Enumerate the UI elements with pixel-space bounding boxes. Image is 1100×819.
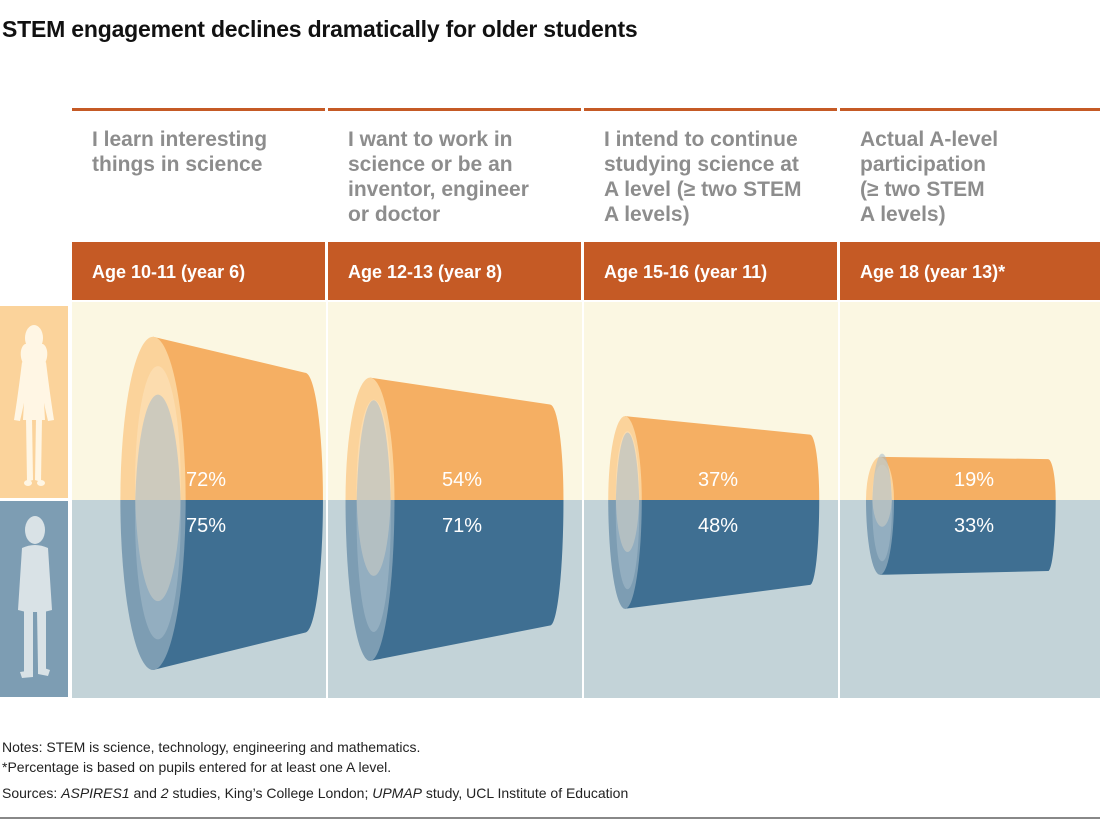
value-label-boys-3: 48%	[698, 515, 738, 537]
value-label-boys-4: 33%	[954, 515, 994, 537]
column-heading-4: Actual A-level participation (≥ two STEM A …	[860, 128, 998, 226]
value-label-girls-4: 19%	[954, 469, 994, 491]
cone-boys-1	[153, 500, 323, 670]
female-figure-icon	[14, 325, 54, 486]
value-label-girls-3: 37%	[698, 469, 738, 491]
value-label-boys-1: 75%	[186, 515, 226, 537]
sources-upmap: UPMAP	[372, 785, 423, 801]
sources-and: and	[129, 785, 161, 801]
age-label-2: Age 12-13 (year 8)	[348, 262, 502, 282]
cone-boys-4	[880, 500, 1056, 575]
cone-highlight-boys-3	[615, 432, 640, 590]
heading-line: A levels)	[860, 203, 946, 226]
chart-title: STEM engagement declines dramatically fo…	[2, 16, 638, 42]
bottom-rule	[0, 817, 1100, 819]
cone-highlight-boys-2	[356, 400, 391, 632]
sources-aspires-2: 2	[160, 785, 169, 801]
male-figure-icon	[18, 516, 52, 678]
heading-line: I intend to continue	[604, 128, 798, 151]
age-header-1	[72, 242, 325, 300]
column-heading-2: I want to work in science or be an invento…	[348, 128, 529, 226]
top-rule-1	[72, 108, 325, 111]
sources-prefix: Sources:	[2, 785, 62, 801]
notes-line-1: Notes: STEM is science, technology, engi…	[2, 739, 421, 755]
cone-girls-2	[370, 377, 564, 500]
age-header-3	[584, 242, 837, 300]
age-label-4: Age 18 (year 13)*	[860, 262, 1005, 282]
column-divider-1	[326, 111, 328, 698]
heading-line: I want to work in	[348, 128, 513, 151]
heading-line: A levels)	[604, 203, 690, 226]
cone-boys-3	[625, 500, 820, 609]
cone-girls-4	[880, 456, 1056, 500]
cone-highlight-boys-1	[135, 394, 181, 640]
age-header-2	[328, 242, 581, 300]
column-divider-2	[582, 111, 584, 698]
heading-line: things in science	[92, 153, 262, 176]
age-label-1: Age 10-11 (year 6)	[92, 262, 245, 282]
heading-line: science or be an	[348, 153, 513, 176]
top-rule-3	[584, 108, 837, 111]
cone-highlight-boys-4	[872, 453, 892, 562]
column-heading-3: I intend to continue studying science at A…	[604, 128, 801, 226]
value-label-girls-1: 72%	[186, 469, 226, 491]
cone-girls-3	[625, 416, 820, 500]
heading-line: studying science at	[604, 153, 799, 176]
heading-line: A level (≥ two STEM	[604, 178, 801, 201]
heading-line: I learn interesting	[92, 128, 267, 151]
column-heading-1: I learn interesting things in science	[92, 128, 267, 176]
sources-rest: study, UCL Institute of Education	[422, 785, 629, 801]
cone-boys-2	[370, 500, 564, 661]
top-rule-2	[328, 108, 581, 111]
sources-kings: studies, King’s College London;	[168, 785, 373, 801]
column-divider-3	[838, 111, 840, 698]
notes-line-2: *Percentage is based on pupils entered f…	[2, 759, 392, 775]
age-header-4	[840, 242, 1100, 300]
top-rule-4	[840, 108, 1100, 111]
heading-line: or doctor	[348, 203, 440, 226]
heading-line: (≥ two STEM	[860, 178, 985, 201]
heading-line: inventor, engineer	[348, 178, 529, 201]
age-label-3: Age 15-16 (year 11)	[604, 262, 767, 282]
value-label-girls-2: 54%	[442, 469, 482, 491]
sources-line: Sources: ASPIRES1 and 2 studies, King’s …	[2, 783, 628, 803]
sources-aspires: ASPIRES1	[61, 785, 130, 801]
heading-line: participation	[860, 153, 986, 176]
cone-girls-1	[153, 336, 323, 500]
heading-line: Actual A-level	[860, 128, 998, 151]
value-label-boys-2: 71%	[442, 515, 482, 537]
